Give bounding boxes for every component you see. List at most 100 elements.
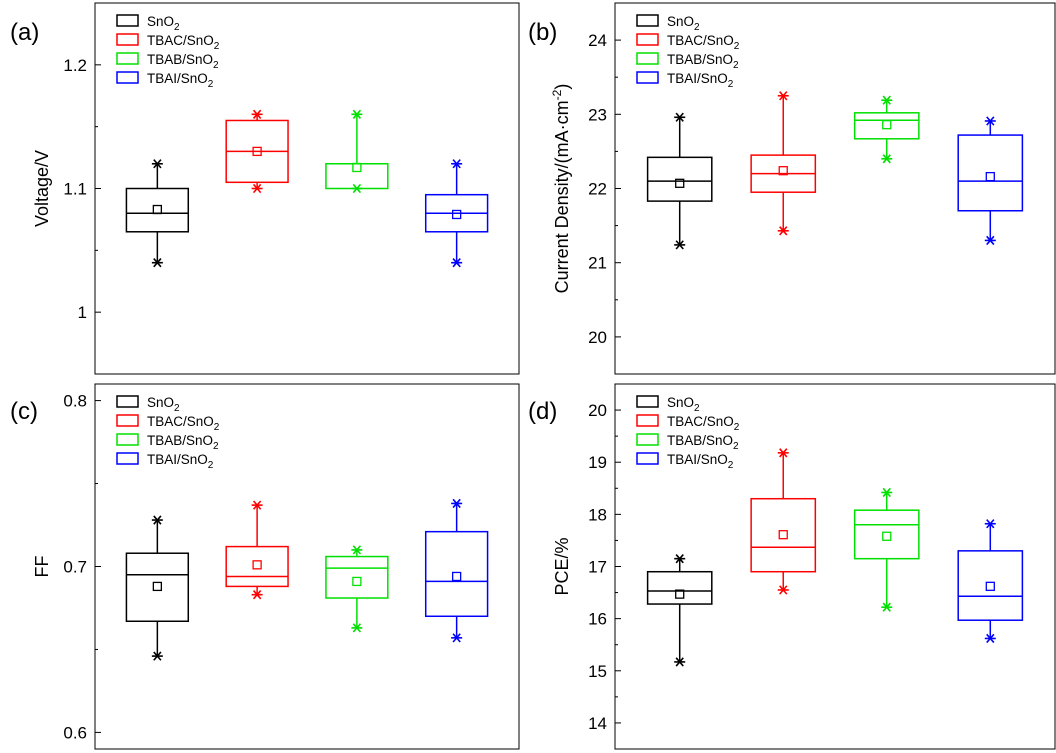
mean-marker	[675, 589, 685, 599]
mean-marker	[352, 576, 362, 587]
legend-item: TBAB/SnO2	[116, 433, 219, 452]
legend-item: TBAC/SnO2	[116, 414, 220, 433]
box-tbab-sno2	[325, 109, 389, 194]
box-iqr	[646, 156, 713, 202]
mean-marker	[675, 178, 685, 188]
box-tbab-sno2	[853, 487, 920, 612]
y-tick-label: 16	[588, 610, 607, 629]
mean-marker	[451, 209, 462, 220]
y-tick-label: 0.8	[63, 392, 87, 411]
box-iqr	[853, 509, 920, 560]
box-tbac-sno2	[750, 448, 817, 595]
box-tbac-sno2	[225, 500, 289, 600]
max-marker	[151, 515, 163, 525]
max-marker	[251, 109, 263, 119]
max-marker	[881, 487, 893, 498]
mean-marker	[252, 146, 262, 157]
y-tick-label: 1.2	[63, 56, 87, 75]
min-marker	[251, 183, 263, 194]
legend-swatch	[636, 33, 659, 46]
legend-item: SnO2	[636, 395, 700, 414]
legend-item: TBAI/SnO2	[636, 452, 734, 471]
max-marker	[777, 91, 789, 101]
legend-item: TBAC/SnO2	[636, 33, 740, 52]
box-iqr	[646, 570, 713, 605]
panel-fill-factor: (c) 0.6 0.7 0.8 FF SnO2TBAC/SnO2TBAB/SnO2TBAI…	[10, 383, 520, 750]
min-marker	[451, 258, 463, 268]
legend-label: TBAC/SnO2	[147, 414, 220, 433]
min-marker	[984, 235, 996, 246]
panel-current-density: (b) 20 21 22 23 24 Current Density/(mA·cm-2) Sn…	[528, 2, 1056, 375]
y-tick-label: 18	[588, 505, 607, 524]
legend-swatch	[116, 14, 139, 27]
legend-label: TBAB/SnO2	[147, 52, 219, 71]
legend-swatch	[636, 71, 659, 84]
y-tick-label: 24	[588, 31, 607, 50]
min-marker	[777, 585, 789, 595]
min-marker	[674, 657, 686, 667]
y-tick-label: 14	[588, 714, 607, 733]
panel-pce: (d) 14 15 16 17 18 19 20 PCE/% SnO2TBAC/SnO2TBAB/…	[528, 383, 1056, 750]
y-axis-label: Current Density/(mA·cm-2)	[550, 84, 572, 294]
legend-label: TBAC/SnO2	[147, 33, 220, 52]
legend-swatch	[636, 395, 659, 408]
max-marker	[251, 500, 263, 510]
min-marker	[251, 590, 263, 600]
legend-label: TBAI/SnO2	[667, 71, 734, 90]
y-axis-label: FF	[32, 556, 52, 578]
y-tick-label: 21	[588, 254, 607, 273]
min-marker	[151, 651, 163, 661]
min-marker	[881, 154, 893, 164]
legend-label: TBAI/SnO2	[667, 452, 734, 471]
box-tbab-sno2	[325, 545, 389, 633]
min-marker	[881, 602, 893, 612]
box-iqr	[853, 112, 920, 140]
min-marker	[777, 226, 789, 236]
mean-marker	[882, 120, 892, 130]
max-marker	[777, 448, 789, 458]
box-iqr	[125, 552, 190, 623]
min-marker	[351, 183, 363, 194]
mean-marker	[778, 166, 788, 176]
legend-label: TBAC/SnO2	[667, 414, 740, 433]
legend-item: TBAI/SnO2	[116, 71, 214, 90]
legend-swatch	[636, 14, 659, 27]
box-iqr	[325, 163, 389, 190]
min-marker	[984, 633, 996, 644]
legend-swatch	[636, 414, 659, 427]
legend-label: SnO2	[147, 395, 180, 414]
legend-label: TBAB/SnO2	[147, 433, 219, 452]
max-marker	[984, 116, 996, 126]
box-sno2	[125, 515, 190, 661]
box-iqr	[957, 550, 1024, 621]
legend-item: TBAC/SnO2	[636, 414, 740, 433]
box-sno2	[125, 159, 190, 268]
legend-swatch	[636, 52, 659, 65]
mean-marker	[152, 204, 163, 215]
mean-marker	[152, 581, 163, 592]
legend-label: TBAB/SnO2	[667, 433, 739, 452]
y-tick-label: 20	[588, 401, 607, 420]
y-axis-label: Voltage/V	[32, 150, 52, 227]
box-tbai-sno2	[957, 116, 1024, 246]
legend-label: TBAC/SnO2	[667, 33, 740, 52]
box-sno2	[646, 554, 713, 667]
max-marker	[881, 95, 893, 105]
legend-label: TBAB/SnO2	[667, 52, 739, 71]
max-marker	[351, 545, 363, 555]
panel-label: (c)	[10, 398, 38, 425]
max-marker	[351, 109, 363, 119]
y-tick-label: 1	[78, 303, 87, 322]
legend-item: TBAB/SnO2	[636, 433, 739, 452]
box-sno2	[646, 112, 713, 250]
legend-label: TBAI/SnO2	[147, 452, 214, 471]
legend-swatch	[636, 452, 659, 465]
legend-swatch	[116, 52, 139, 65]
panel-voltage: (a) 1 1.1 1.2 Voltage/V SnO2TBAC/SnO2TBAB/SnO…	[10, 2, 520, 375]
min-marker	[674, 240, 686, 250]
box-tbai-sno2	[957, 519, 1024, 644]
legend-item: TBAI/SnO2	[636, 71, 734, 90]
